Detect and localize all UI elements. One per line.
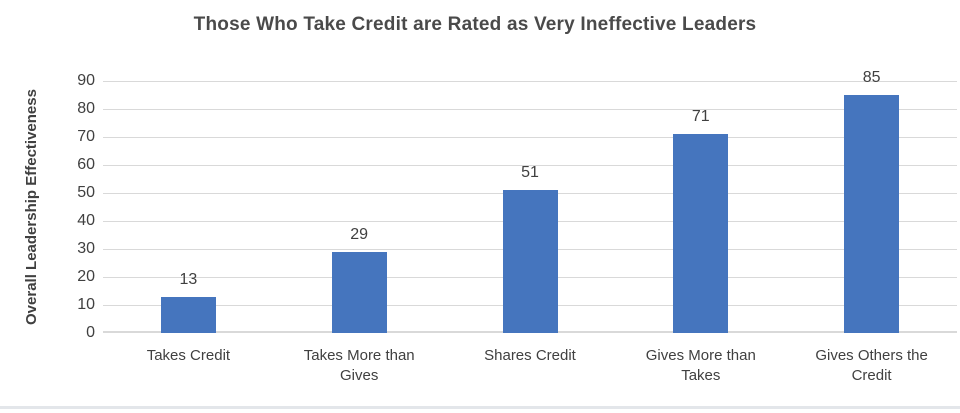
y-tick-label: 20 xyxy=(77,268,95,285)
gridline xyxy=(103,164,957,166)
plot-area: 13 29 51 71 85 xyxy=(103,69,957,333)
x-category-label: Gives Others the Credit xyxy=(815,347,928,384)
gridline xyxy=(103,80,957,82)
bar-value-label: 85 xyxy=(862,69,881,86)
y-tick-label: 0 xyxy=(86,324,95,341)
y-axis-ticks: 0 10 20 30 40 50 60 70 80 90 xyxy=(38,72,95,341)
y-tick-label: 10 xyxy=(77,296,95,313)
bar xyxy=(844,95,900,333)
x-category-label: Takes Credit xyxy=(146,347,231,364)
bar-value-label: 71 xyxy=(691,108,710,126)
bar xyxy=(331,251,387,333)
bar xyxy=(502,190,558,333)
bar-value-label: 51 xyxy=(521,164,539,182)
y-tick-label: 70 xyxy=(77,128,95,145)
y-tick-label: 40 xyxy=(77,212,95,229)
x-category-label: Shares Credit xyxy=(484,347,576,364)
gridline xyxy=(103,108,957,110)
y-tick-label: 30 xyxy=(77,240,95,257)
x-category-label: Gives More than Takes xyxy=(645,347,756,384)
gridline xyxy=(103,136,957,138)
y-tick-label: 60 xyxy=(77,156,95,173)
y-tick-label: 80 xyxy=(77,100,95,117)
bar-value-label: 13 xyxy=(179,270,198,288)
bottom-divider xyxy=(0,406,960,409)
x-category-label: Takes More than Gives xyxy=(303,347,415,384)
chart-title: Those Who Take Credit are Rated as Very … xyxy=(193,14,757,35)
bar-value-label: 29 xyxy=(350,225,369,243)
y-tick-label: 90 xyxy=(77,72,95,89)
x-axis-labels: Takes Credit Takes More than Gives Shares … xyxy=(103,346,957,394)
y-tick-label: 50 xyxy=(77,184,95,201)
bar xyxy=(673,134,729,333)
bar xyxy=(160,296,216,333)
